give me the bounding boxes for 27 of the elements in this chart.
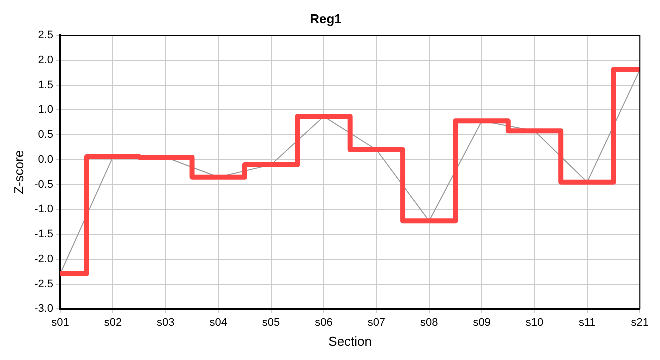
y-tick-label: -0.5 xyxy=(34,178,54,191)
x-tick-label: s09 xyxy=(473,316,491,329)
x-tick-label: s11 xyxy=(578,316,596,329)
chart-title: Reg1 xyxy=(310,11,342,26)
y-tick-label: -1.0 xyxy=(34,204,54,216)
x-tick-label: s04 xyxy=(210,316,228,329)
x-tick-label: s02 xyxy=(104,316,122,329)
y-axis-title: Z-score xyxy=(11,150,26,194)
y-tick-label: 1.0 xyxy=(38,104,54,116)
y-tick-label: -1.5 xyxy=(34,228,54,241)
x-tick-label: s10 xyxy=(526,316,544,329)
y-tick-label: -2.0 xyxy=(34,253,54,266)
y-tick-label: 1.5 xyxy=(38,79,54,92)
x-tick-label: s05 xyxy=(262,316,280,329)
x-tick-label: s21 xyxy=(631,316,650,329)
y-tick-label: -3.0 xyxy=(34,303,54,316)
y-tick-label: 2.0 xyxy=(38,54,54,67)
y-tick-label: 0.5 xyxy=(38,129,54,142)
y-tick-label: 2.5 xyxy=(38,30,54,42)
x-tick-label: s08 xyxy=(420,316,438,329)
x-tick-label: s06 xyxy=(315,316,333,329)
x-axis-title: Section xyxy=(328,334,372,349)
y-tick-label: -2.5 xyxy=(34,278,54,290)
y-tick-label: 0.0 xyxy=(38,154,54,166)
x-tick-label: s07 xyxy=(368,316,386,329)
x-tick-label: s03 xyxy=(157,316,175,329)
x-tick-label: s01 xyxy=(52,316,70,329)
